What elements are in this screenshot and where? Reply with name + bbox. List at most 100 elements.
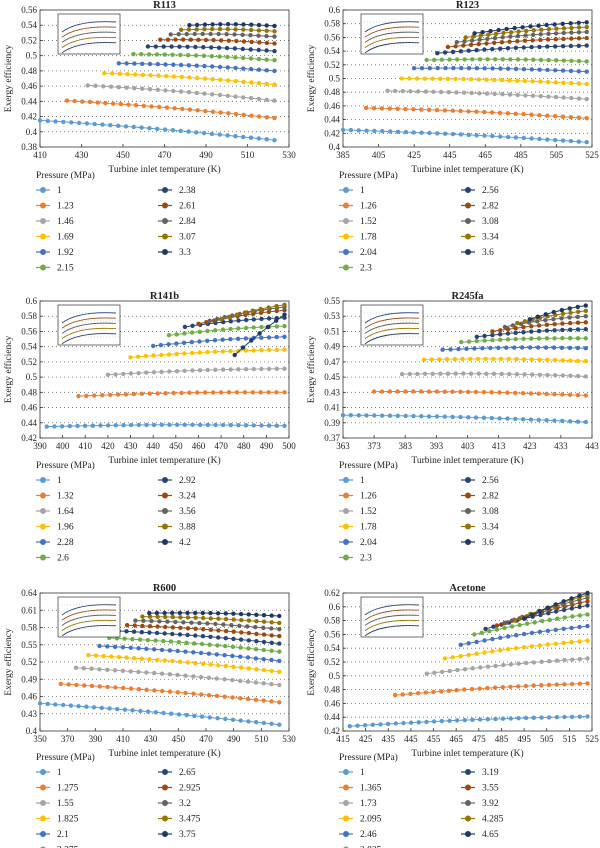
data-point [226,390,232,395]
data-point [492,77,497,83]
legend-swatch-marker [162,218,168,224]
data-point [155,126,160,132]
data-point [243,325,249,331]
data-point [372,413,377,418]
data-point [193,610,198,616]
legend-swatch-marker [465,800,471,806]
data-point [553,602,558,607]
series-3_6 [527,303,588,322]
data-point [583,336,588,341]
data-point [274,303,279,309]
data-point [570,614,575,619]
data-point [502,324,508,330]
data-point [159,422,164,427]
data-point [144,646,149,651]
inset-frame [360,304,424,346]
data-point [395,389,400,394]
data-point [523,33,528,38]
data-point [584,59,589,64]
inset-frame [57,596,121,638]
legend-item: 2.92 [158,476,196,486]
data-point [153,44,158,49]
legend-label: 1.92 [57,248,74,258]
data-point [234,390,240,395]
data-point [204,320,209,325]
data-point [133,72,138,77]
data-point [403,106,408,112]
data-point [242,310,248,315]
data-point [515,33,521,39]
data-point [177,610,183,616]
data-point [552,357,558,363]
legend-swatch-marker [40,477,46,483]
x-tick-label: 485 [495,734,509,744]
data-point [485,717,490,722]
legend-label: 1.78 [360,233,377,243]
data-point [569,714,575,720]
data-point [269,620,274,625]
data-point [544,336,550,341]
data-point [529,612,535,617]
data-point [105,684,110,690]
data-point [545,44,550,49]
data-point [259,324,264,330]
data-point [551,345,557,350]
legend-item: 3.88 [158,523,196,533]
data-point [170,52,175,57]
data-point [250,390,255,395]
data-point [76,704,81,709]
data-point [442,389,447,394]
data-point [109,71,115,76]
x-axis-label: Turbine inlet temperature (K) [108,455,220,466]
data-point [151,370,157,375]
data-point [264,40,270,46]
data-point [210,64,215,69]
data-point [145,44,151,49]
data-point [474,109,479,114]
data-point [182,422,187,427]
data-point [560,327,565,333]
data-point [248,47,253,52]
data-point [508,684,513,689]
inset-frame [57,304,121,346]
data-point [167,369,172,374]
series-1_73 [424,656,590,676]
data-point [222,677,227,682]
legend-item: 2.6 [36,554,69,564]
data-point [553,68,558,73]
data-point [136,669,141,675]
x-tick-label: 510 [241,150,255,160]
data-point [175,648,180,654]
data-point [552,22,557,27]
data-point [269,682,274,687]
data-point [97,684,103,689]
data-point [539,659,544,664]
data-point [206,693,212,698]
data-point [584,140,589,145]
data-point [141,103,146,109]
data-point [523,93,528,98]
legend-swatch-marker [343,769,349,775]
data-point [577,681,582,686]
series-3_07 [178,26,277,34]
series-3_88 [218,302,287,322]
data-point [264,68,269,73]
data-point [553,114,558,119]
data-point [147,657,152,662]
data-point [80,99,85,104]
data-point [120,645,126,650]
data-point [193,615,198,620]
legend-title: Pressure (MPa) [339,170,398,181]
data-point [474,639,479,645]
data-point [261,639,267,645]
data-point [167,672,172,677]
y-axis-label: Exergy efficiency [3,336,14,404]
data-point [490,636,495,642]
data-point [522,78,528,84]
data-point [243,348,249,353]
series-line [374,391,586,396]
data-point [107,706,112,711]
data-point [419,389,424,394]
x-axis-label: Turbine inlet temperature (K) [108,748,220,759]
legend-item: 1.64 [36,507,74,517]
